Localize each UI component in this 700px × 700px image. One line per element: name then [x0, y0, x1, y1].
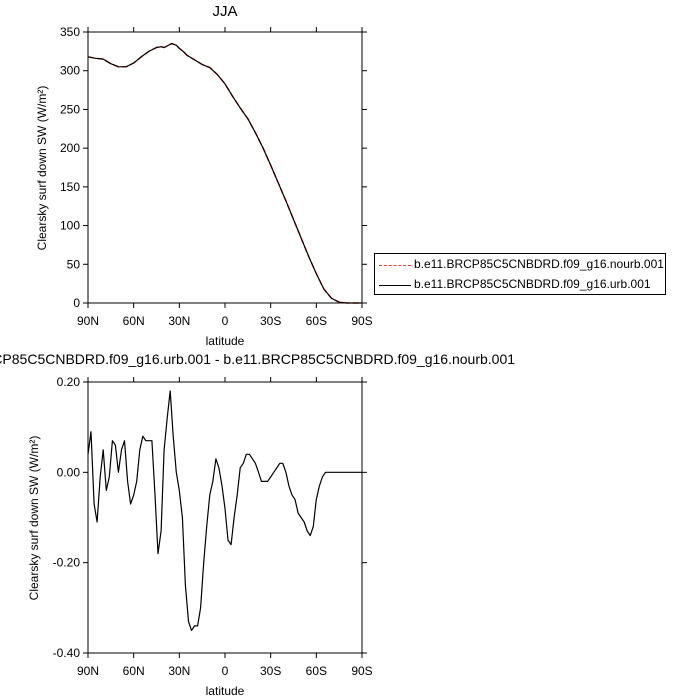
x-tick-label: 30S — [260, 314, 281, 328]
x-tick-label: 90N — [77, 314, 99, 328]
series-line-2 — [87, 42, 362, 304]
x-tick-label: 60N — [123, 314, 145, 328]
top-x-axis-label: latitude — [206, 334, 245, 348]
series-line-1 — [87, 390, 362, 632]
y-tick-label: 150 — [60, 180, 80, 194]
top-y-ticks: 0 50 100 150 200 250 300 350 — [60, 25, 367, 310]
y-tick-label: 200 — [60, 141, 80, 155]
top-plot-frame — [87, 31, 363, 304]
bottom-plot-frame — [87, 381, 363, 654]
bottom-x-axis-label: latitude — [206, 684, 245, 698]
x-tick-label: 90S — [351, 314, 372, 328]
y-tick-label: 0 — [73, 296, 80, 310]
x-tick-label: 60N — [123, 664, 145, 678]
x-tick-label: 0 — [222, 664, 229, 678]
series-line-1 — [87, 42, 362, 304]
x-tick-label: 90N — [77, 664, 99, 678]
x-tick-label: 60S — [306, 314, 327, 328]
y-tick-label: 350 — [60, 25, 80, 39]
bottom-chart-title: b.e11.BRCP85C5CNBDRD.f09_g16.urb.001 - b… — [0, 351, 515, 367]
legend-entry: b.e11.BRCP85C5CNBDRD.f09_g16.urb.001 — [375, 275, 665, 295]
x-tick-label: 0 — [222, 314, 229, 328]
top-series-lines — [87, 42, 362, 304]
bottom-panel: b.e11.BRCP85C5CNBDRD.f09_g16.urb.001 - b… — [0, 351, 515, 698]
legend-swatch-dashed — [379, 265, 411, 266]
x-tick-label: 60S — [306, 664, 327, 678]
x-tick-label: 30S — [260, 664, 281, 678]
y-tick-label: -0.20 — [53, 556, 81, 570]
x-tick-label: 30N — [168, 314, 190, 328]
y-tick-label: 300 — [60, 64, 80, 78]
legend-swatch-solid — [379, 285, 411, 286]
y-tick-label: 250 — [60, 102, 80, 116]
bottom-y-ticks: -0.40 -0.20 0.00 0.20 — [53, 375, 367, 660]
x-tick-label: 30N — [168, 664, 190, 678]
top-panel: JJA 0 50 100 150 200 250 300 350 90N 60N 30N 0 30S 6… — [35, 3, 373, 348]
y-tick-label: 0.00 — [57, 465, 81, 479]
y-tick-label: 0.20 — [57, 375, 81, 389]
legend-entry: b.e11.BRCP85C5CNBDRD.f09_g16.nourb.001 — [375, 255, 665, 275]
y-tick-label: -0.40 — [53, 646, 81, 660]
bottom-y-axis-label: Clearsky surf down SW (W/m²) — [27, 436, 41, 601]
y-tick-label: 100 — [60, 219, 80, 233]
legend-label: b.e11.BRCP85C5CNBDRD.f09_g16.urb.001 — [414, 277, 651, 291]
bottom-series-lines — [87, 390, 362, 632]
y-tick-label: 50 — [67, 257, 81, 271]
top-chart-title: JJA — [212, 3, 237, 20]
top-y-axis-label: Clearsky surf down SW (W/m²) — [35, 86, 49, 251]
top-x-ticks: 90N 60N 30N 0 30S 60S 90S — [77, 27, 373, 328]
legend-label: b.e11.BRCP85C5CNBDRD.f09_g16.nourb.001 — [414, 257, 664, 271]
legend: b.e11.BRCP85C5CNBDRD.f09_g16.nourb.001 b… — [374, 253, 666, 295]
x-tick-label: 90S — [351, 664, 372, 678]
bottom-x-ticks: 90N 60N 30N 0 30S 60S 90S — [77, 377, 373, 678]
